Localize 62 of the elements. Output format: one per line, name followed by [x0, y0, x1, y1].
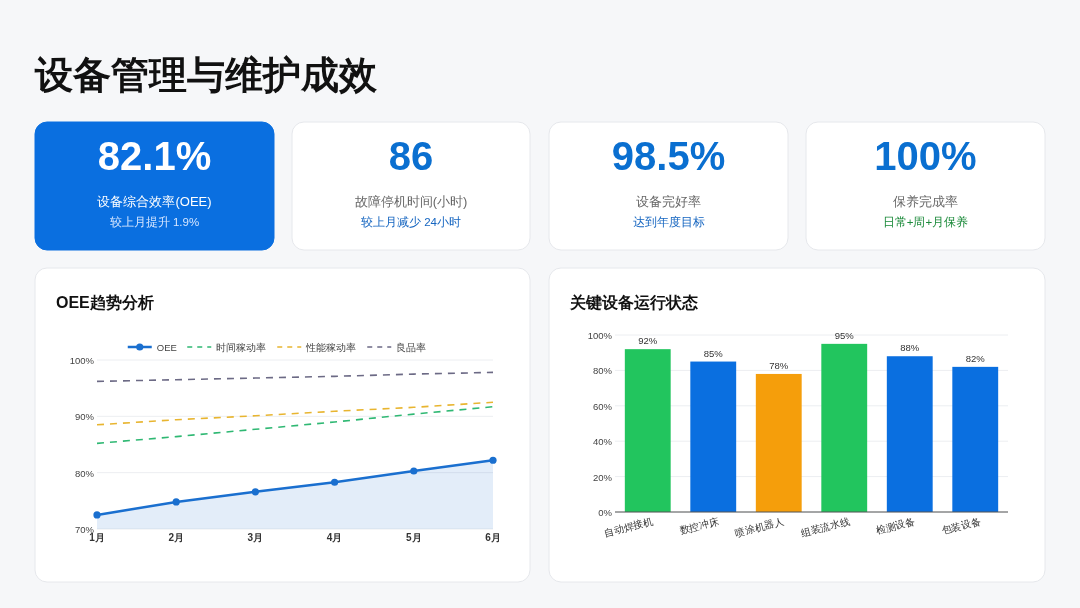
- data-label: 85%: [703, 347, 724, 359]
- text: 98.5%: [611, 134, 726, 178]
- x-tick-label: 检测设备: [874, 515, 917, 537]
- x-tick-label: 自动焊接机: [603, 515, 655, 539]
- text: 故障停机时间(小时): [354, 194, 468, 209]
- bar: [624, 349, 671, 512]
- bar: [821, 343, 868, 512]
- data-label: 82%: [965, 352, 986, 364]
- y-tick-label: 80%: [74, 467, 95, 479]
- point: [93, 511, 101, 519]
- y-tick-label: 40%: [592, 436, 613, 448]
- point: [331, 478, 339, 486]
- y-tick-label: 70%: [74, 524, 95, 535]
- point: [489, 456, 497, 464]
- text: 设备管理与维护成效: [34, 54, 378, 96]
- point: [172, 498, 180, 506]
- x-tick-label: 喷涂机器人: [734, 515, 786, 539]
- data-label: 88%: [900, 342, 920, 354]
- text: 设备完好率: [636, 194, 701, 209]
- text: 86: [388, 134, 434, 178]
- text: 82.1%: [97, 134, 212, 178]
- legend-label: OEE: [156, 341, 177, 353]
- y-tick-label: 90%: [74, 411, 95, 423]
- point: [410, 467, 418, 475]
- bar: [690, 361, 737, 512]
- x-tick-label: 4月: [326, 532, 343, 543]
- line-series: [96, 401, 494, 426]
- text: 100%: [874, 134, 977, 178]
- point: [251, 488, 259, 496]
- text: 达到年度目标: [632, 215, 705, 228]
- y-tick-label: 60%: [592, 400, 613, 412]
- chart-title: 关键设备运行状态: [569, 294, 698, 311]
- bar: [952, 366, 999, 512]
- text: 日常+周+月保养: [882, 215, 969, 228]
- data-label: 95%: [834, 329, 855, 341]
- text: 较上月提升 1.9%: [109, 216, 200, 228]
- legend-label: 时间稼动率: [216, 341, 267, 353]
- x-tick-label: 组装流水线: [799, 515, 851, 539]
- y-tick-label: 20%: [592, 471, 613, 483]
- legend-label: 良品率: [396, 341, 427, 353]
- bar: [886, 356, 933, 512]
- x-tick-label: 1月: [89, 532, 105, 543]
- text: 保养完成率: [893, 194, 958, 209]
- legend-label: 性能稼动率: [305, 341, 357, 353]
- x-tick-label: 5月: [406, 532, 422, 543]
- y-tick-label: 100%: [69, 355, 95, 366]
- y-tick-label: 80%: [592, 365, 613, 377]
- x-tick-label: 6月: [485, 532, 501, 543]
- x-tick-label: 数控冲床: [678, 515, 720, 537]
- line-series: [96, 371, 494, 383]
- text: 设备综合效率(OEE): [97, 194, 212, 209]
- line-series: [96, 405, 494, 445]
- data-label: 78%: [769, 359, 789, 371]
- data-label: 92%: [638, 335, 658, 347]
- bar: [755, 373, 802, 512]
- x-tick-label: 3月: [247, 532, 264, 543]
- y-tick-label: 0%: [598, 507, 613, 518]
- text: 较上月减少 24小时: [361, 216, 461, 228]
- x-tick-label: 2月: [168, 532, 184, 543]
- x-tick-label: 包装设备: [940, 515, 982, 537]
- y-tick-label: 100%: [587, 330, 613, 341]
- chart-title: OEE趋势分析: [56, 294, 154, 311]
